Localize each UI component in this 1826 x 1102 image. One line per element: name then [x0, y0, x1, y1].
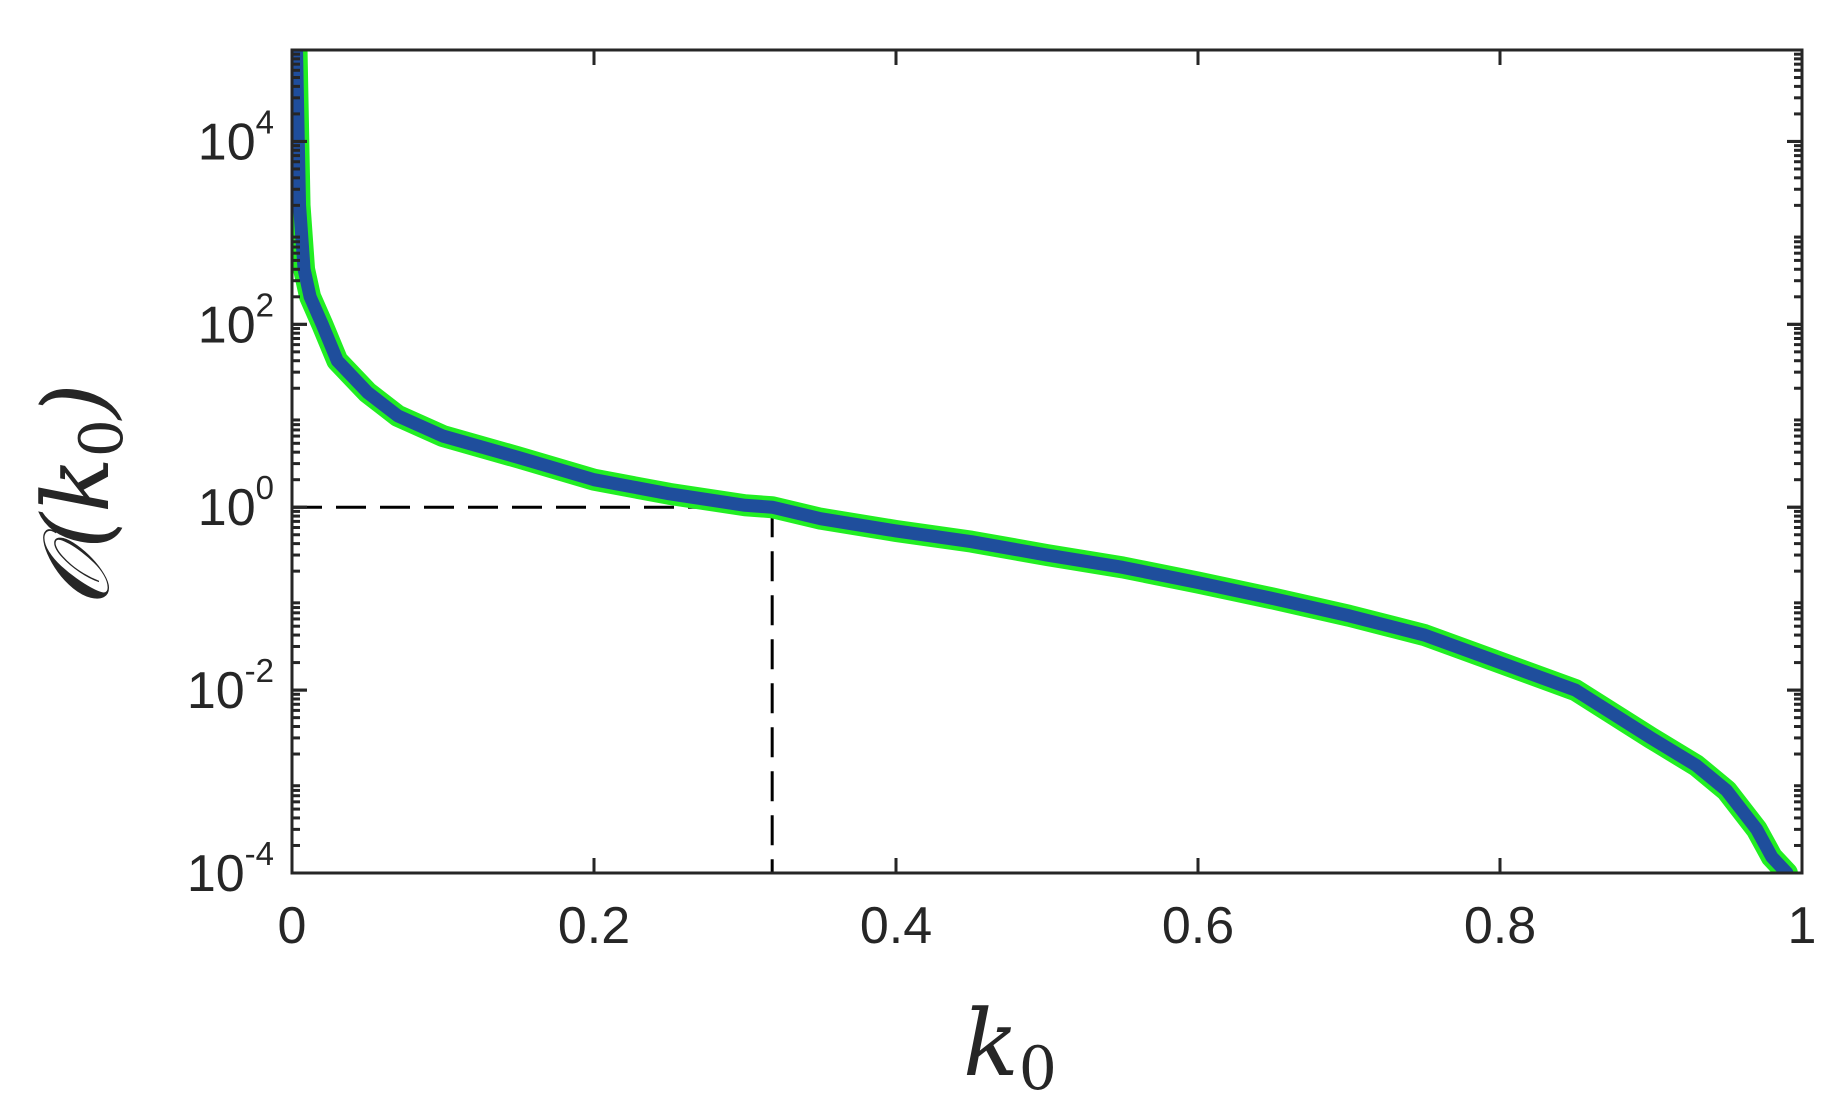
series-point [896, 530, 897, 531]
x-axis-label: k0 [963, 990, 1057, 1102]
y-tick-label-exponent: 2 [256, 286, 274, 323]
series-point [745, 505, 746, 506]
y-axis-label-suffix: ) [23, 383, 130, 421]
series-point [1500, 662, 1501, 663]
series-line [292, 50, 1794, 873]
series-point [322, 324, 323, 325]
y-tick-label: 100 [198, 469, 274, 537]
series-point [1122, 567, 1123, 568]
series-point [1726, 790, 1727, 791]
y-tick-label-exponent: -4 [245, 835, 274, 872]
series-point [1047, 555, 1048, 556]
series-point [304, 269, 305, 270]
series-point [1198, 582, 1199, 583]
x-axis-label-subscript: 0 [1019, 1034, 1057, 1102]
y-tick-label: 102 [198, 286, 274, 354]
series-point [820, 518, 821, 519]
reference-lines [292, 505, 774, 873]
x-tick-label: 0.4 [860, 897, 932, 955]
series-point [772, 507, 773, 508]
series-point [1651, 737, 1652, 738]
y-tick-label-exponent: -2 [245, 652, 274, 689]
series-point [1424, 635, 1425, 636]
series-point [1349, 615, 1350, 616]
series-point [1756, 829, 1757, 830]
x-tick-label: 0.8 [1464, 897, 1536, 955]
x-tick-label: 0.6 [1162, 897, 1234, 955]
y-tick-label-base: 10 [187, 845, 245, 903]
y-axis-label-subscript: 0 [67, 419, 137, 457]
y-axis-label: 𝒪(k0) [23, 383, 137, 607]
y-axis-label-main: 𝒪(k [23, 457, 130, 607]
y-tick-label: 10-2 [187, 652, 274, 720]
x-tick-label: 1 [1788, 897, 1817, 955]
series-layer [292, 50, 1798, 873]
y-tick-label-base: 10 [187, 662, 245, 720]
x-tick-labels: 0 0.2 0.4 0.6 0.8 1 [278, 897, 1817, 955]
series-point [443, 436, 444, 437]
series-point [669, 493, 670, 494]
x-tick-label: 0.2 [558, 897, 630, 955]
y-tick-label-base: 10 [198, 479, 256, 537]
y-tick-label-base: 10 [198, 113, 256, 171]
series-point [594, 479, 595, 480]
plot-area-frame [290, 48, 1804, 875]
series-point [397, 415, 398, 416]
series-point [1273, 598, 1274, 599]
series-point [971, 541, 972, 542]
series-point [337, 360, 338, 361]
axis-ticks [290, 50, 1804, 875]
series-point [1696, 765, 1697, 766]
x-axis-label-main: k [963, 990, 1019, 1097]
x-tick-label: 0 [278, 897, 307, 955]
y-tick-label-base: 10 [198, 296, 256, 354]
series-point [1771, 856, 1772, 857]
series-point [367, 392, 368, 393]
y-tick-label: 104 [198, 103, 274, 171]
series-point [1575, 690, 1576, 691]
y-tick-label: 10-4 [187, 835, 274, 903]
y-tick-label-exponent: 0 [256, 469, 274, 506]
y-tick-label-exponent: 4 [256, 103, 274, 140]
series-point [310, 296, 311, 297]
series-point [518, 457, 519, 458]
